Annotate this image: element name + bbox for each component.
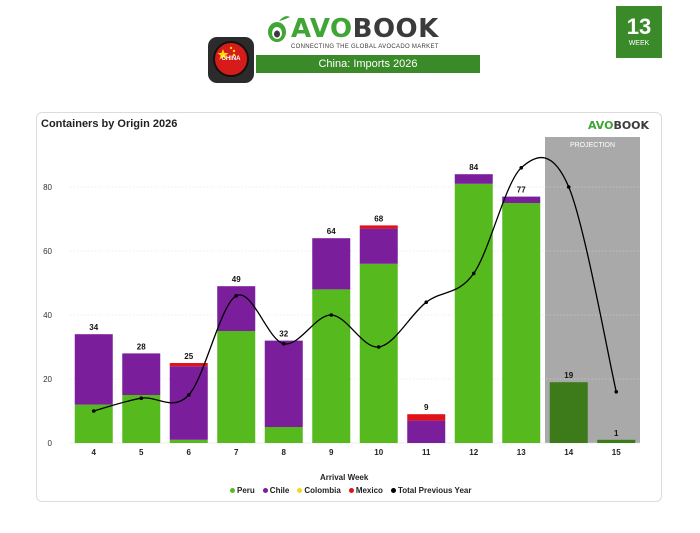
flag-badge: CHINA	[208, 37, 254, 83]
bar-chile-week-11	[407, 420, 446, 443]
total-data-label: 32	[279, 330, 288, 339]
line-point	[281, 342, 286, 346]
line-point	[234, 294, 239, 298]
bar-peru-week-8	[264, 427, 303, 443]
x-tick-label: 13	[517, 448, 526, 457]
avocado-logo-icon	[268, 16, 290, 42]
legend-marker	[348, 488, 354, 493]
bar-chile-week-7	[217, 286, 256, 331]
line-point	[186, 393, 191, 397]
x-axis-title: Arrival Week	[320, 473, 369, 482]
china-flag-icon	[213, 41, 249, 77]
bar-peru-week-12	[454, 183, 493, 444]
legend-item-chile: Chile	[262, 486, 290, 495]
total-data-label: 34	[89, 323, 98, 332]
chart-title: Containers by Origin 2026	[41, 118, 178, 130]
chart-mini-logo: AVOBOOK	[588, 119, 650, 132]
bar-mexico-week-11	[407, 414, 446, 421]
x-tick-label: 12	[469, 448, 478, 457]
line-point	[139, 396, 144, 401]
legend-label: Peru	[237, 486, 255, 495]
line-point	[614, 390, 619, 394]
week-number: 13	[626, 14, 652, 39]
bar-peru-week-10	[359, 263, 398, 443]
bar-chile-week-10	[359, 228, 398, 264]
x-tick-label: 11	[422, 448, 431, 457]
bar-mexico-week-10	[359, 225, 398, 229]
total-data-label: 9	[424, 403, 429, 412]
bar-chile-week-5	[122, 353, 161, 395]
week-label: WEEK	[628, 40, 650, 47]
x-tick-label: 5	[139, 448, 144, 457]
legend-marker	[230, 488, 235, 493]
bar-peru-week-9	[312, 289, 351, 443]
projection-label: PROJECTION	[570, 142, 615, 149]
legend-item-mexico: Mexico	[348, 486, 383, 495]
avobook-logo: AVOBOOK CONNECTING THE GLOBAL AVOCADO MA…	[265, 14, 445, 50]
y-tick-label: 60	[43, 247, 52, 256]
bar-chile-week-12	[454, 174, 493, 184]
x-tick-label: 4	[92, 448, 97, 457]
x-tick-label: 10	[374, 448, 383, 457]
line-point	[519, 166, 524, 170]
legend-item-colombia: Colombia	[297, 486, 341, 495]
y-tick-label: 80	[43, 183, 52, 192]
logo-wordmark: AVOBOOK	[291, 14, 439, 44]
x-tick-label: 15	[612, 448, 621, 457]
line-point	[91, 409, 96, 413]
bar-peru-week-13	[502, 203, 541, 443]
legend-marker	[262, 488, 268, 493]
legend-item-peru: Peru	[230, 486, 255, 495]
line-point	[566, 185, 571, 189]
week-badge: 13 WEEK	[616, 6, 662, 58]
total-data-label: 84	[469, 163, 478, 172]
total-data-label: 19	[564, 371, 573, 380]
bar-peru-week-5	[122, 395, 161, 443]
line-point	[424, 300, 429, 305]
banner-subtitle: : Imports 2026	[347, 58, 418, 70]
flag-label: CHINA	[221, 56, 241, 62]
page-banner: China: Imports 2026	[256, 55, 480, 73]
total-data-label: 28	[137, 342, 146, 351]
legend-marker	[297, 488, 303, 493]
legend-label: Chile	[269, 486, 290, 495]
bar-chile-week-13	[502, 196, 541, 203]
y-tick-label: 20	[43, 375, 52, 384]
x-tick-label: 9	[329, 448, 334, 457]
banner-country: China	[318, 58, 348, 70]
x-tick-label: 6	[187, 448, 192, 457]
logo-tagline: CONNECTING THE GLOBAL AVOCADO MARKET	[291, 44, 439, 50]
y-tick-label: 40	[43, 311, 52, 320]
legend-item-total-previous-year: Total Previous Year	[390, 486, 472, 495]
line-point	[471, 271, 476, 276]
line-point	[329, 313, 334, 317]
bar-mexico-week-6	[169, 363, 208, 367]
line-point	[376, 345, 381, 349]
legend-label: Total Previous Year	[397, 486, 472, 495]
total-data-label: 77	[517, 186, 526, 195]
total-data-label: 64	[327, 227, 336, 236]
bar-peru-week-7	[217, 331, 256, 443]
legend-label: Colombia	[304, 486, 341, 495]
x-tick-label: 7	[234, 448, 239, 457]
x-tick-label: 14	[564, 448, 573, 457]
line-total-previous-year	[93, 156, 617, 412]
chart-legend: Peru Chile Colombia Mexico Total Previous Ye…	[230, 486, 471, 495]
total-data-label: 49	[232, 275, 241, 284]
x-tick-label: 8	[282, 448, 287, 457]
total-data-label: 25	[184, 352, 193, 361]
total-data-label: 68	[374, 214, 383, 223]
legend-marker	[390, 488, 396, 493]
bar-peru-week-6	[169, 439, 208, 443]
bar-peru-week-14	[549, 382, 588, 443]
bar-chile-week-8	[264, 340, 303, 427]
bar-chile-week-4	[74, 334, 113, 405]
legend-label: Mexico	[355, 486, 383, 495]
bar-peru-week-15	[597, 439, 636, 443]
total-data-label: 1	[614, 429, 619, 438]
y-tick-label: 0	[48, 439, 53, 448]
bar-chile-week-9	[312, 238, 351, 290]
